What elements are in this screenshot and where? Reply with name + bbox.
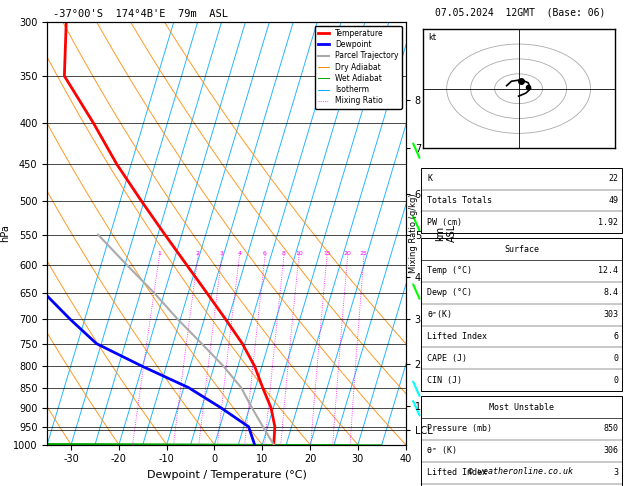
Text: θᵉ(K): θᵉ(K): [427, 310, 452, 319]
Text: 07.05.2024  12GMT  (Base: 06): 07.05.2024 12GMT (Base: 06): [435, 7, 606, 17]
Text: 0: 0: [613, 354, 618, 363]
Text: 306: 306: [603, 446, 618, 455]
X-axis label: Dewpoint / Temperature (°C): Dewpoint / Temperature (°C): [147, 470, 306, 480]
Text: 8.4: 8.4: [603, 288, 618, 297]
Text: © weatheronline.co.uk: © weatheronline.co.uk: [468, 467, 573, 476]
Text: 3: 3: [220, 251, 224, 257]
Text: 1: 1: [157, 251, 161, 257]
Text: 15: 15: [323, 251, 331, 257]
Text: 22: 22: [608, 174, 618, 183]
Text: Mixing Ratio (g/kg): Mixing Ratio (g/kg): [409, 193, 418, 273]
Bar: [421, 396, 623, 486]
Text: 6: 6: [613, 332, 618, 341]
Text: kt: kt: [428, 33, 437, 42]
Text: 12.4: 12.4: [598, 266, 618, 276]
Text: Surface: Surface: [504, 244, 539, 254]
Text: CAPE (J): CAPE (J): [427, 354, 467, 363]
Text: CIN (J): CIN (J): [427, 376, 462, 385]
Text: 2: 2: [196, 251, 200, 257]
Text: 850: 850: [603, 424, 618, 434]
Text: θᵉ (K): θᵉ (K): [427, 446, 457, 455]
Y-axis label: hPa: hPa: [0, 225, 10, 242]
Text: 303: 303: [603, 310, 618, 319]
Text: Lifted Index: Lifted Index: [427, 332, 487, 341]
Text: K: K: [427, 174, 432, 183]
Legend: Temperature, Dewpoint, Parcel Trajectory, Dry Adiabat, Wet Adiabat, Isotherm, Mi: Temperature, Dewpoint, Parcel Trajectory…: [314, 26, 402, 108]
Bar: [421, 168, 623, 233]
Text: Totals Totals: Totals Totals: [427, 196, 492, 205]
Text: 8: 8: [282, 251, 286, 257]
Text: 6: 6: [263, 251, 267, 257]
Text: Lifted Index: Lifted Index: [427, 468, 487, 477]
Text: Most Unstable: Most Unstable: [489, 402, 554, 412]
Text: -37°00'S  174°4B'E  79m  ASL: -37°00'S 174°4B'E 79m ASL: [53, 9, 228, 19]
Text: 4: 4: [237, 251, 242, 257]
Text: 1.92: 1.92: [598, 218, 618, 227]
Text: Pressure (mb): Pressure (mb): [427, 424, 492, 434]
Text: Dewp (°C): Dewp (°C): [427, 288, 472, 297]
Text: 3: 3: [613, 468, 618, 477]
Text: 25: 25: [360, 251, 368, 257]
Text: 49: 49: [608, 196, 618, 205]
Y-axis label: km
ASL: km ASL: [435, 224, 457, 243]
Text: 20: 20: [343, 251, 352, 257]
Text: 10: 10: [295, 251, 303, 257]
Text: PW (cm): PW (cm): [427, 218, 462, 227]
Text: 0: 0: [613, 376, 618, 385]
Bar: [421, 238, 623, 391]
Text: Temp (°C): Temp (°C): [427, 266, 472, 276]
